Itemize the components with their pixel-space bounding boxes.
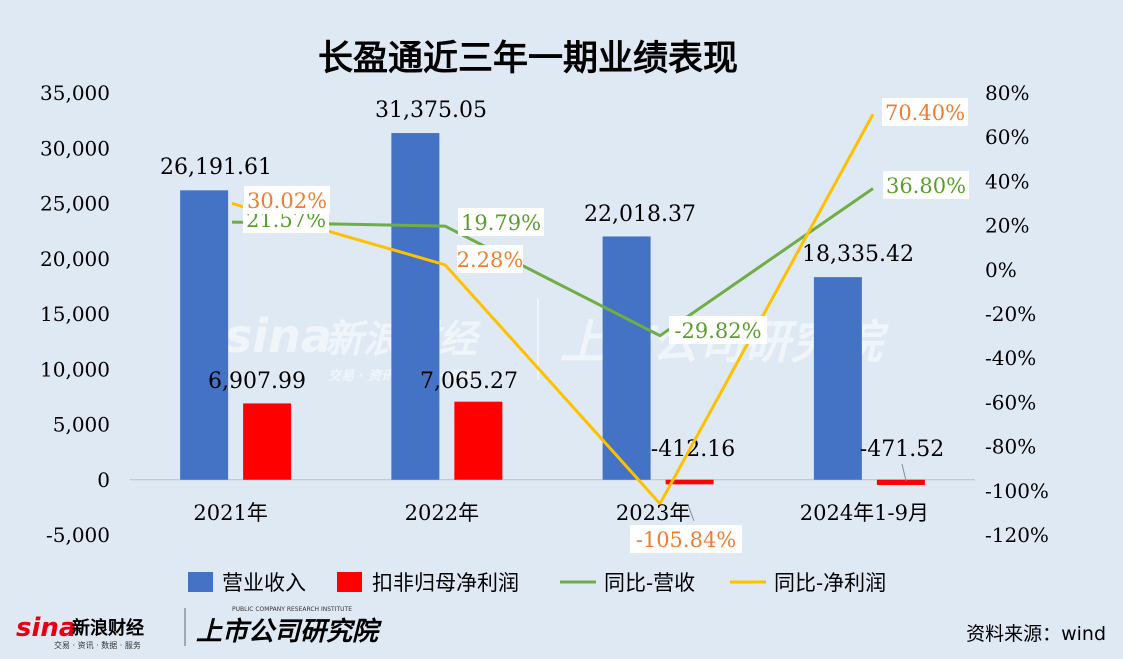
footer-logo-institute-cn: 上市公司研究院 [196, 617, 382, 647]
footer-logo-brand: sina [16, 613, 76, 643]
line-net-profit-yoy [231, 113, 875, 506]
line-label-net-profit-yoy: 2.28% [457, 248, 524, 272]
y-right-tick-label: -120% [985, 523, 1049, 547]
line-revenue-yoy [231, 187, 874, 338]
bar-revenue [391, 133, 440, 480]
line-label-revenue-yoy: 19.79% [461, 211, 541, 235]
bar-revenue [180, 190, 229, 480]
bar-net-profit [876, 479, 925, 485]
line-label-box-revenue-yoy [883, 171, 969, 199]
line-label-box-net-profit-yoy [457, 245, 523, 273]
y-right-tick-label: -60% [985, 390, 1036, 414]
chart-title: 长盈通近三年一期业绩表现 [318, 39, 738, 79]
footer-logo: sina 新浪财经 交易 · 资讯 · 数据 · 服务 PUBLIC COMPA… [16, 606, 382, 650]
bar-label-revenue: 18,335.42 [802, 242, 914, 267]
y-left-tick-label: 5,000 [53, 413, 110, 437]
y-right-tick-label: 60% [985, 125, 1029, 149]
y-right-tick-label: 80% [985, 81, 1029, 105]
leader-line-2024 [901, 463, 907, 482]
line-label-revenue-yoy: -29.82% [674, 319, 761, 343]
bar-revenue [602, 236, 651, 480]
line-label-revenue-yoy: 36.80% [886, 174, 966, 198]
source-note: 资料来源：wind [966, 623, 1106, 645]
line-label-box-revenue-yoy [458, 208, 544, 236]
center-watermark: sina 新浪财经 交易 · 资讯 · 数据 · 服务 上市公司研究院 [225, 298, 889, 384]
line-label-box-revenue-yoy [669, 316, 767, 344]
line-label-box-net-profit-yoy [630, 525, 742, 553]
legend-label: 营业收入 [222, 571, 306, 595]
y-left-tick-label: 35,000 [40, 81, 110, 105]
x-category-label: 2022年 [405, 501, 479, 525]
footer-logo-brand-cn: 新浪财经 [72, 617, 144, 639]
x-category-label: 2021年 [193, 501, 267, 525]
line-label-net-profit-yoy: 70.40% [885, 101, 965, 125]
footer-logo-sub-cn: 交易 · 资讯 · 数据 · 服务 [54, 640, 141, 650]
watermark-brand: sina [225, 309, 332, 363]
y-right-tick-label: 40% [985, 169, 1029, 193]
y-right-tick-label: -80% [985, 435, 1036, 459]
legend-swatch [188, 572, 213, 592]
bar-label-revenue: 22,018.37 [584, 202, 696, 227]
legend-label: 扣非归母净利润 [372, 571, 519, 595]
x-category-label: 2023年 [616, 501, 690, 525]
bar-label-revenue: 26,191.61 [160, 155, 272, 180]
line-label-box-net-profit-yoy [882, 98, 968, 126]
line-label-net-profit-yoy: 30.02% [247, 189, 327, 213]
bar-label-revenue: 31,375.05 [375, 98, 487, 123]
footer-logo-institute-en: PUBLIC COMPANY RESEARCH INSTITUTE [232, 606, 352, 613]
y-right-tick-label: -20% [985, 302, 1036, 326]
legend-label: 同比-营收 [604, 571, 695, 595]
bar-net-profit [243, 403, 292, 480]
y-right-tick-label: -100% [985, 479, 1049, 503]
y-right-tick-label: 0% [985, 258, 1017, 282]
y-right-tick-label: 20% [985, 214, 1029, 238]
line-label-net-profit-yoy: -105.84% [636, 528, 737, 552]
y-left-tick-label: -5,000 [46, 523, 110, 547]
bar-label-net-profit: 7,065.27 [420, 369, 518, 394]
y-left-tick-label: 30,000 [40, 136, 110, 160]
leader-line-2023 [687, 504, 695, 522]
y-left-tick-label: 20,000 [40, 247, 110, 271]
y-right-tick-label: -40% [985, 346, 1036, 370]
legend-swatch [337, 572, 362, 592]
y-left-tick-label: 0 [97, 468, 110, 492]
bar-label-net-profit: 6,907.99 [208, 369, 306, 394]
y-left-tick-label: 25,000 [40, 192, 110, 216]
bar-net-profit [454, 401, 503, 480]
y-left-tick-label: 10,000 [40, 357, 110, 381]
legend-label: 同比-净利润 [774, 571, 886, 595]
y-left-tick-label: 15,000 [40, 302, 110, 326]
bar-net-profit [665, 479, 714, 485]
line-label-box-net-profit-yoy [244, 186, 330, 214]
plot-layer: 35,000 30,000 25,000 20,000 15,000 10,000 5,00… [40, 81, 1049, 595]
bar-revenue [813, 277, 862, 480]
x-category-label: 2024年1-9月 [800, 501, 929, 525]
bar-label-net-profit: -471.52 [860, 437, 944, 462]
